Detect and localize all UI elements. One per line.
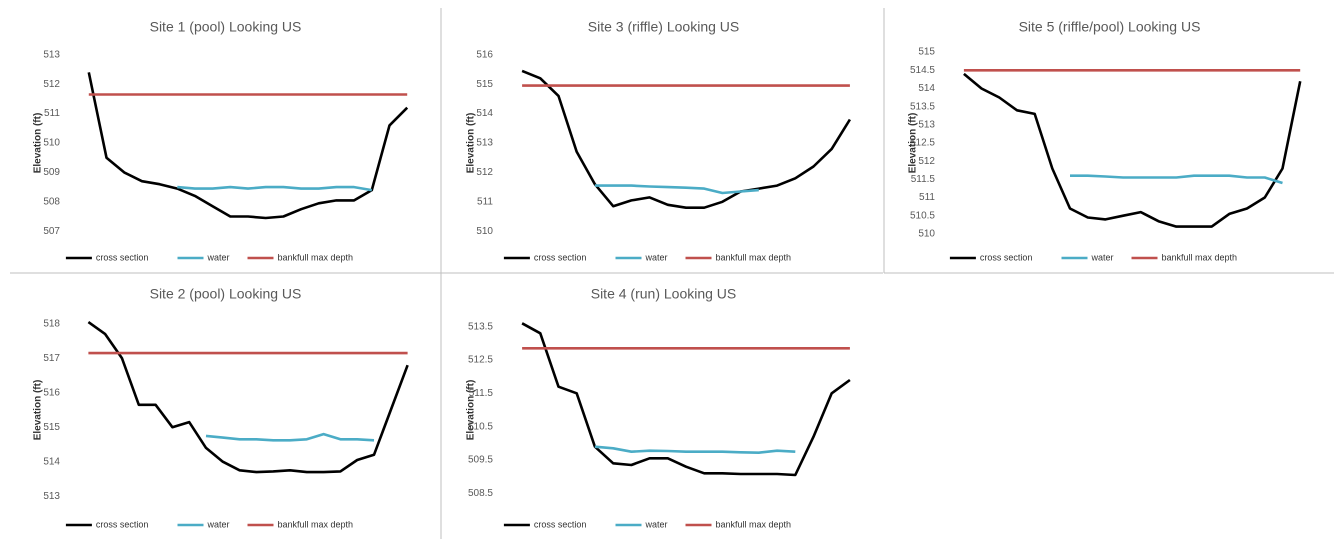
chart-title: Site 3 (riffle) Looking US	[588, 19, 739, 35]
y-tick-label: 513.5	[468, 321, 493, 332]
y-tick-label: 512	[918, 156, 935, 167]
y-axis-label: Elevation (ft)	[33, 380, 44, 441]
y-tick-label: 508.5	[468, 488, 493, 499]
y-tick-label: 510.5	[468, 421, 493, 432]
y-tick-label: 510	[43, 138, 60, 149]
legend-label: water	[1091, 252, 1114, 262]
legend-label: cross section	[980, 252, 1033, 262]
legend-label: cross section	[96, 519, 149, 529]
y-axis-label: Elevation (ft)	[33, 113, 44, 174]
legend-label: bankfull max depth	[278, 252, 354, 262]
legend-label: bankfull max depth	[278, 519, 354, 529]
y-tick-label: 509.5	[468, 455, 493, 466]
y-tick-label: 511.5	[911, 174, 936, 185]
legend-label: cross section	[534, 252, 587, 262]
y-tick-label: 508	[43, 196, 60, 207]
series-line	[521, 322, 851, 477]
y-tick-label: 510	[918, 229, 935, 240]
y-tick-label: 513	[476, 138, 493, 149]
y-tick-label: 514	[918, 83, 935, 94]
y-tick-label: 518	[43, 318, 60, 329]
y-tick-label: 513.5	[910, 101, 935, 112]
series-line	[1070, 174, 1283, 185]
y-tick-label: 513	[43, 49, 60, 60]
y-axis-label: Elevation (ft)	[466, 380, 477, 441]
legend-label: cross section	[96, 252, 149, 262]
series-line	[87, 321, 409, 474]
y-tick-label: 516	[476, 49, 493, 60]
y-axis-label: Elevation (ft)	[466, 113, 477, 174]
y-tick-label: 511	[477, 196, 493, 207]
chart-title: Site 5 (riffle/pool) Looking US	[1019, 19, 1201, 35]
y-tick-label: 515	[43, 422, 60, 433]
series-line	[594, 445, 796, 454]
legend-label: water	[645, 252, 668, 262]
y-tick-label: 511	[44, 108, 60, 119]
y-tick-label: 509	[43, 167, 60, 178]
legend-label: water	[645, 519, 668, 529]
legend-label: bankfull max depth	[716, 519, 792, 529]
y-tick-label: 514	[476, 108, 493, 119]
y-tick-label: 516	[43, 387, 60, 398]
legend-label: water	[207, 519, 230, 529]
series-line	[87, 72, 409, 220]
y-tick-label: 517	[43, 353, 60, 364]
series-line	[963, 72, 1302, 228]
series-line	[177, 185, 373, 192]
y-tick-label: 510.5	[910, 210, 935, 221]
legend-label: bankfull max depth	[716, 252, 792, 262]
legend-label: water	[207, 252, 230, 262]
y-tick-label: 510	[476, 226, 493, 237]
legend-label: cross section	[534, 519, 587, 529]
y-tick-label: 514.5	[910, 65, 935, 76]
y-tick-label: 514	[43, 456, 60, 467]
series-line	[521, 69, 852, 209]
y-tick-label: 513	[918, 119, 935, 130]
chart-title: Site 1 (pool) Looking US	[150, 19, 302, 35]
y-tick-label: 512	[476, 167, 493, 178]
chart-title: Site 4 (run) Looking US	[591, 286, 737, 302]
y-tick-label: 511	[919, 192, 935, 203]
y-tick-label: 512.5	[910, 138, 935, 149]
y-tick-label: 512.5	[468, 355, 493, 366]
y-axis-label: Elevation (ft)	[908, 113, 919, 174]
y-tick-label: 512	[43, 79, 60, 90]
y-tick-label: 515	[476, 79, 493, 90]
legend-label: bankfull max depth	[1162, 252, 1238, 262]
series-line	[205, 432, 375, 442]
y-tick-label: 511.5	[469, 388, 494, 399]
series-line	[594, 184, 759, 195]
chart-title: Site 2 (pool) Looking US	[150, 286, 302, 302]
y-tick-label: 515	[918, 47, 935, 58]
y-tick-label: 513	[43, 491, 60, 502]
y-tick-label: 507	[43, 226, 60, 237]
